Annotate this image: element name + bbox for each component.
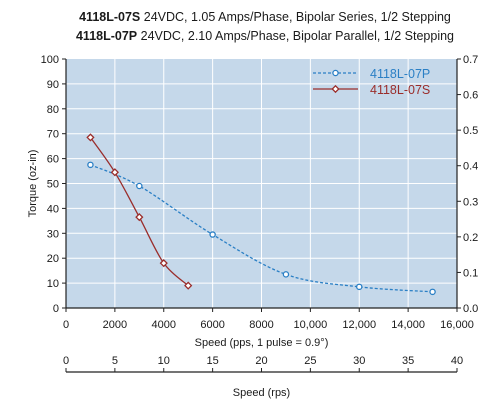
y2-tick-label: 0.3 [463,196,478,208]
data-point-4118l-07s [159,259,168,268]
title-line-2-spec: 24VDC, 2.10 Amps/Phase, Bipolar Parallel… [137,29,454,43]
y-tick-label: 60 [47,154,59,166]
y-tick-label: 70 [47,129,59,141]
x2-tick-label: 0 [63,355,69,367]
legend-marker-4118l-07s [331,84,340,94]
data-point-4118l-07p [87,161,94,169]
data-point-4118l-07s [86,133,95,142]
x-tick-label: 2000 [103,319,127,331]
y2-tick-label: 0.7 [463,54,478,66]
x2-tick-label: 35 [402,355,414,367]
y-tick-label: 100 [41,54,59,66]
x2-tick-label: 25 [304,355,316,367]
data-point-4118l-07p [282,271,290,278]
y-tick-label: 10 [47,278,59,290]
x-tick-label: 16,000 [440,319,474,331]
x2-tick-label: 30 [353,355,365,367]
y2-tick-label: 0.2 [463,232,478,244]
y-tick-label: 20 [47,253,59,265]
data-point-4118l-07p [209,231,216,238]
y2-tick-label: 0.0 [463,303,478,315]
x-tick-label: 0 [63,319,69,331]
chart-title-line-2: 4118L-07P 24VDC, 2.10 Amps/Phase, Bipola… [76,29,454,43]
y-tick-label: 30 [47,228,59,240]
grid-lines [66,59,457,308]
y2-tick-label: 0.4 [463,161,478,173]
x-axis-label: Speed (pps, 1 pulse = 0.9°) [195,337,329,349]
y2-tick-label: 0.1 [463,267,478,279]
x2-tick-label: 5 [112,355,118,367]
chart-title-line-1: 4118L-07S 24VDC, 1.05 Amps/Phase, Bipola… [79,10,451,24]
title-line-2-model: 4118L-07P [76,29,137,43]
title-line-1-model: 4118L-07S [79,10,140,24]
x2-tick-label: 40 [451,355,463,367]
data-point-4118l-07p [355,283,363,291]
tick-labels: 0 10 20 30 40 50 60 70 80 90 100 0.0 0.1 0.2 0.3 0.4 0.5… [41,54,479,331]
legend-label-4118l-07p: 4118L-07P [370,67,430,81]
x-tick-label: 14,000 [391,319,425,331]
x2-tick-label: 10 [158,355,170,367]
title-line-1-spec: 24VDC, 1.05 Amps/Phase, Bipolar Series, … [140,10,451,24]
series-line-4118l-07p [90,164,433,293]
y-axis-label: Torque (oz-in) [27,150,39,218]
series-group [86,133,436,296]
x-tick-label: 12,000 [342,319,376,331]
x-tick-label: 10,000 [294,319,328,331]
secondary-x-axis-label: Speed (rps) [233,387,290,399]
y2-tick-label: 0.5 [463,125,478,137]
x2-tick-label: 15 [207,355,219,367]
data-point-4118l-07p [429,288,436,296]
data-point-4118l-07p [136,182,143,190]
x2-tick-label: 20 [255,355,267,367]
data-point-4118l-07s [135,212,144,222]
secondary-x-axis: 0 5 10 15 20 25 30 35 40 [63,355,463,373]
y-tick-label: 40 [47,203,59,215]
legend: 4118L-07P 4118L-07S [313,67,430,97]
x-tick-label: 8000 [249,319,273,331]
y2-tick-label: 0.6 [463,90,478,102]
legend-label-4118l-07s: 4118L-07S [370,83,430,97]
x-tick-label: 4000 [152,319,176,331]
y-tick-label: 50 [47,179,59,191]
data-point-4118l-07s [184,281,193,290]
y-tick-label: 0 [53,303,59,315]
x-tick-label: 6000 [200,319,224,331]
data-point-4118l-07s [110,168,119,177]
y-tick-label: 80 [47,104,59,116]
y-tick-label: 90 [47,79,59,91]
legend-marker-4118l-07p [332,69,339,77]
